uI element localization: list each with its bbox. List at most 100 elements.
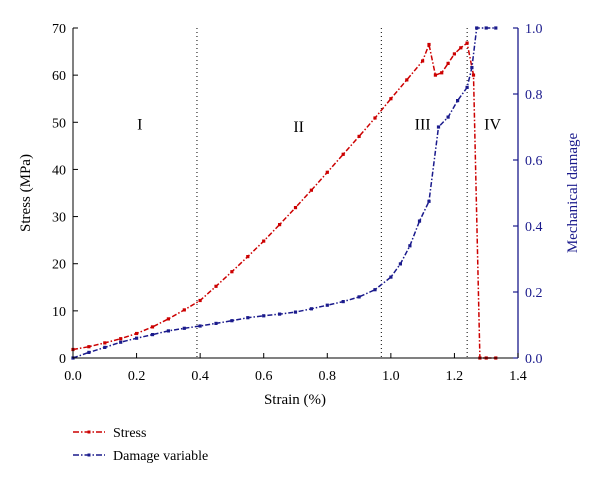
data-point-damage [417, 219, 422, 223]
y-tick-label: 30 [52, 211, 66, 226]
data-point-damage [246, 316, 250, 320]
plot-frame [72, 28, 519, 359]
data-point-damage [389, 275, 393, 279]
data-point-stress [421, 59, 425, 63]
legend-label-stress: Stress [113, 426, 146, 441]
x-tick-label: 0.4 [191, 369, 209, 384]
legend-item-damage: Damage variable [73, 449, 208, 464]
y2-tick-label: 0.2 [525, 286, 543, 301]
x-tick-label: 0.2 [128, 369, 146, 384]
x-tick-label: 1.2 [446, 369, 464, 384]
y2-tick-label: 0.0 [525, 352, 543, 367]
stage-boundary-lines [196, 28, 468, 358]
stage-label: II [293, 119, 304, 136]
data-point-damage [494, 26, 498, 30]
data-point-stress [87, 345, 91, 349]
data-point-damage [470, 66, 474, 70]
data-point-damage [166, 329, 170, 333]
data-point-stress [150, 325, 155, 329]
x-tick-label: 1.0 [382, 369, 400, 384]
data-point-stress [389, 97, 393, 101]
data-point-stress [405, 78, 409, 82]
x-tick-label: 0.8 [319, 369, 337, 384]
y2-ticks: 0.0 0.2 0.4 0.6 0.8 1.0 [513, 22, 543, 367]
data-point-damage [373, 288, 377, 292]
y2-axis-title: Mechanical damage [565, 132, 581, 253]
data-point-damage [293, 310, 298, 314]
stage-label: III [415, 117, 431, 134]
data-point-stress [373, 116, 377, 120]
data-point-stress [182, 308, 186, 312]
data-point-stress [214, 284, 218, 288]
y2-tick-label: 1.0 [525, 22, 543, 37]
y-axis-title: Stress (MPa) [18, 154, 34, 232]
x-axis-title: Strain (%) [264, 392, 326, 408]
data-point-damage [357, 295, 361, 299]
data-point-stress [459, 46, 463, 50]
data-point-stress [341, 152, 345, 156]
data-point-stress [278, 223, 282, 227]
x-tick-label: 1.4 [509, 369, 527, 384]
data-point-stress [246, 255, 250, 259]
data-point-damage [475, 26, 479, 30]
data-point-stress [440, 71, 444, 75]
y-ticks: 0 10 20 30 40 50 60 70 [52, 22, 78, 367]
legend: Stress Damage variable [73, 426, 208, 464]
data-point-damage [309, 307, 313, 311]
data-point-damage [135, 336, 139, 340]
data-point-damage [427, 199, 431, 203]
data-point-damage [341, 300, 345, 304]
series-layer [71, 26, 498, 360]
data-point-stress [452, 52, 456, 56]
data-point-damage [87, 350, 91, 354]
data-point-damage [230, 319, 234, 323]
stage-label: IV [484, 117, 501, 134]
data-point-damage [278, 312, 282, 316]
data-point-stress [471, 73, 476, 77]
data-point-damage [198, 324, 202, 328]
stage-labels: I II III IV [137, 117, 501, 136]
data-point-damage [465, 85, 469, 89]
data-point-damage [436, 125, 441, 129]
stage-label: I [137, 117, 142, 134]
data-point-damage [325, 303, 329, 307]
y-tick-label: 10 [52, 305, 66, 320]
x-tick-label: 0.6 [255, 369, 273, 384]
x-ticks: 0.0 0.2 0.4 0.6 0.8 1.0 1.2 1.4 [64, 353, 527, 384]
data-point-stress [230, 270, 234, 274]
data-point-damage [408, 244, 412, 248]
data-point-damage [150, 333, 155, 337]
data-point-stress [446, 61, 450, 65]
data-point-damage [456, 99, 460, 103]
data-point-damage [484, 26, 488, 30]
data-point-stress [103, 341, 107, 345]
y-tick-label: 40 [52, 163, 66, 178]
y-tick-label: 20 [52, 258, 66, 273]
data-point-damage [103, 345, 107, 349]
x-tick-label: 0.0 [64, 369, 82, 384]
data-point-stress [198, 298, 202, 303]
y2-tick-label: 0.8 [525, 88, 543, 103]
data-point-stress [433, 73, 437, 77]
y2-tick-label: 0.4 [525, 220, 543, 235]
legend-marker-stress [87, 430, 91, 434]
series-line-stress [72, 41, 496, 359]
data-point-damage [398, 262, 402, 266]
data-point-stress [119, 337, 123, 341]
data-point-stress [166, 317, 170, 321]
legend-marker-damage [87, 453, 91, 457]
data-point-damage [446, 115, 450, 119]
series-line-damage [72, 27, 496, 359]
y-tick-label: 50 [52, 116, 66, 131]
data-point-stress [293, 206, 298, 210]
data-point-damage [262, 314, 266, 318]
data-point-damage [119, 340, 123, 344]
y-tick-label: 0 [59, 352, 66, 367]
y-tick-label: 60 [52, 69, 66, 84]
data-point-damage [214, 321, 218, 325]
data-point-stress [262, 239, 266, 243]
legend-item-stress: Stress [73, 426, 146, 441]
data-point-stress [427, 42, 431, 47]
legend-label-damage: Damage variable [113, 449, 208, 464]
